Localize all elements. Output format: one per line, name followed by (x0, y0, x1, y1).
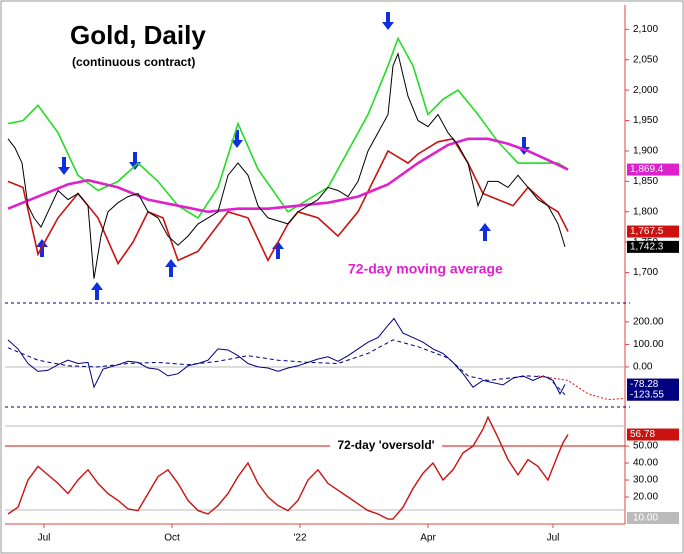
ma-annotation: 72-day moving average (348, 261, 503, 277)
last-value-label: 56.78 (630, 429, 655, 440)
bottom-label: 10.00 (633, 513, 658, 524)
x-tick-label: '22 (293, 533, 306, 544)
x-tick-label: Jul (547, 533, 560, 544)
last-value-label: 1,767.5 (630, 226, 664, 237)
y-tick-label: 1,850 (633, 176, 658, 187)
y-tick-label: 20.00 (633, 492, 658, 503)
y-tick-label: 50.00 (633, 441, 658, 452)
y-tick-label: 2,050 (633, 54, 658, 65)
x-tick-label: Jul (38, 533, 51, 544)
y-tick-label: 40.00 (633, 458, 658, 469)
series-line (7, 36, 569, 219)
y-tick-label: 1,900 (633, 146, 658, 157)
level-annotation: 72-day 'oversold' (337, 438, 434, 452)
series-line (7, 52, 566, 279)
last-value-box (627, 378, 679, 391)
series-line (7, 317, 566, 395)
bottom-label-box (627, 512, 679, 524)
series-line (537, 375, 626, 401)
last-value-box (627, 388, 679, 401)
last-value-box (627, 225, 679, 238)
x-tick-label: Apr (420, 533, 436, 544)
y-tick-label: 100.00 (633, 339, 664, 350)
chart-subtitle: (continuous contract) (72, 55, 195, 69)
y-tick-label: 2,100 (633, 24, 658, 35)
y-tick-label: 30.00 (633, 475, 658, 486)
last-value-label: -78.28 (630, 379, 659, 390)
series-line (7, 339, 566, 396)
y-tick-label: 1,700 (633, 267, 658, 278)
annotation-bg (330, 439, 442, 454)
series-line (7, 415, 569, 520)
series-line (7, 137, 569, 214)
x-tick-label: Oct (164, 533, 180, 544)
y-tick-label: 2,000 (633, 85, 658, 96)
last-value-box (627, 163, 679, 176)
last-value-box (627, 428, 679, 441)
cycle-arrows (36, 12, 530, 300)
last-value-label: 1,742.3 (630, 242, 664, 253)
y-tick-label: 0.00 (633, 362, 653, 373)
y-tick-label: 1,800 (633, 206, 658, 217)
y-tick-label: 200.00 (633, 317, 664, 328)
last-value-label: 1,869.4 (630, 164, 664, 175)
chart-title: Gold, Daily (70, 20, 206, 50)
y-tick-label: 1,950 (633, 115, 658, 126)
last-value-label: -123.55 (630, 389, 664, 400)
last-value-box (627, 240, 679, 253)
